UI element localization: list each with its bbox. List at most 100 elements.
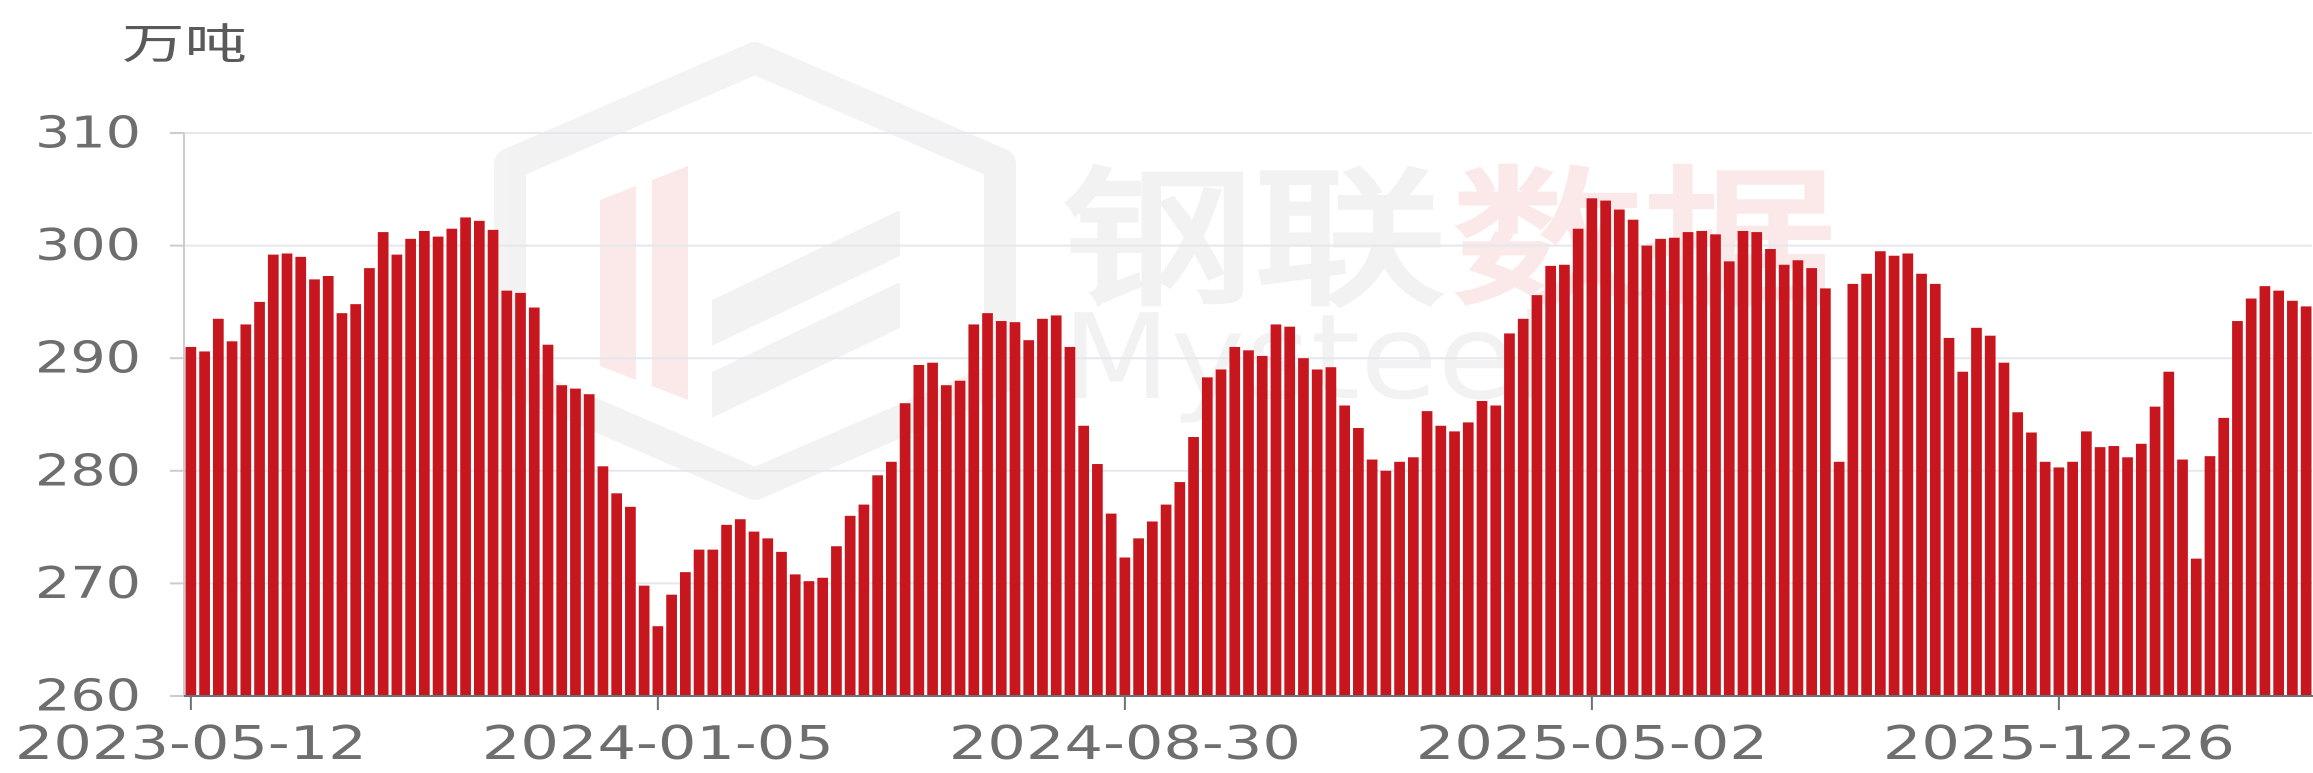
bar: [1888, 255, 1900, 697]
watermark-brand-cn-grey: 钢联: [1062, 154, 1446, 328]
bar: [597, 466, 609, 696]
bar: [1682, 232, 1694, 696]
bar: [1201, 377, 1213, 696]
bar: [295, 256, 307, 696]
bar: [954, 380, 966, 696]
bar: [625, 506, 636, 696]
bar: [2067, 461, 2078, 696]
bar: [789, 574, 801, 696]
bar: [1229, 346, 1241, 696]
bar: [982, 313, 993, 696]
bar: [1146, 521, 1158, 696]
bar: [1407, 457, 1419, 696]
bar: [2039, 461, 2051, 696]
bar: [776, 551, 787, 696]
bar: [679, 572, 691, 696]
bar: [1778, 264, 1790, 696]
y-tick-label: 270: [35, 558, 141, 609]
bar: [927, 362, 938, 696]
bar: [1833, 461, 1845, 696]
bar: [2135, 443, 2147, 696]
bar: [2204, 456, 2216, 696]
bar: [1984, 335, 1996, 696]
bar: [267, 254, 279, 697]
bar: [419, 230, 430, 696]
bar: [2163, 371, 2175, 696]
bar: [1023, 340, 1035, 696]
bar: [1902, 253, 1914, 697]
bar: [721, 524, 732, 696]
bar: [1490, 405, 1502, 696]
bar: [1284, 326, 1296, 696]
bar: [1641, 245, 1653, 696]
bar: [1435, 425, 1447, 696]
bar: [666, 594, 677, 696]
x-axis: 2023-05-12 2024-01-05 2024-08-30 2025-05-02…: [15, 696, 2235, 770]
bar: [1916, 273, 1927, 696]
bar: [1614, 209, 1625, 696]
bar: [858, 504, 870, 696]
bar: [2122, 457, 2133, 696]
bar: [570, 388, 581, 696]
bar: [1723, 261, 1735, 696]
bar: [2026, 432, 2037, 696]
bar: [1160, 504, 1172, 696]
bar: [1504, 333, 1515, 696]
bar: [1600, 200, 1611, 696]
bar: [1174, 482, 1186, 696]
bar: [1394, 461, 1405, 696]
bar: [817, 577, 829, 696]
bar: [762, 538, 774, 696]
x-tick-label: 2024-08-30: [949, 716, 1301, 770]
bar: [2273, 290, 2285, 696]
bar: [638, 585, 650, 696]
bar: [831, 546, 842, 696]
bar: [844, 515, 856, 696]
bar: [391, 254, 403, 697]
bar: [309, 279, 320, 696]
bar: [1627, 219, 1639, 696]
bar: [1270, 324, 1282, 696]
bar: [1792, 260, 1804, 696]
x-tick-label: 2025-05-02: [1416, 716, 1768, 770]
bar: [583, 394, 595, 696]
y-tick-label: 280: [35, 445, 141, 496]
bar: [886, 461, 897, 696]
bar: [2259, 286, 2271, 696]
bar: [185, 346, 197, 696]
bar: [226, 341, 238, 696]
bar: [1462, 422, 1474, 696]
bar: [350, 304, 362, 696]
bar: [542, 344, 554, 696]
bar: [2218, 417, 2230, 696]
bar: [515, 292, 526, 696]
bar: [1696, 230, 1708, 696]
y-axis: 260 270 280 290 300 310: [35, 108, 184, 722]
bar: [473, 220, 485, 696]
bar: [803, 581, 815, 696]
bar: [446, 228, 458, 696]
bar: [528, 307, 540, 696]
bar: [1929, 283, 1941, 696]
bar: [1325, 367, 1337, 696]
bar: [199, 351, 210, 696]
bar: [364, 268, 375, 696]
bar: [1668, 237, 1680, 696]
bar: [1847, 283, 1859, 696]
bar: [1655, 238, 1666, 696]
bar: [913, 364, 925, 696]
bar: [995, 321, 1007, 696]
bar: [1298, 358, 1309, 696]
bar: [2081, 431, 2092, 696]
bar: [487, 229, 499, 696]
bar: [1421, 411, 1433, 696]
bar: [1009, 322, 1021, 696]
bar: [556, 385, 568, 696]
bar: [968, 324, 980, 696]
bar: [1133, 538, 1144, 696]
bar: [1215, 369, 1227, 696]
bar: [1517, 318, 1529, 696]
y-tick-label: 260: [35, 671, 141, 722]
bar: [1256, 355, 1268, 696]
